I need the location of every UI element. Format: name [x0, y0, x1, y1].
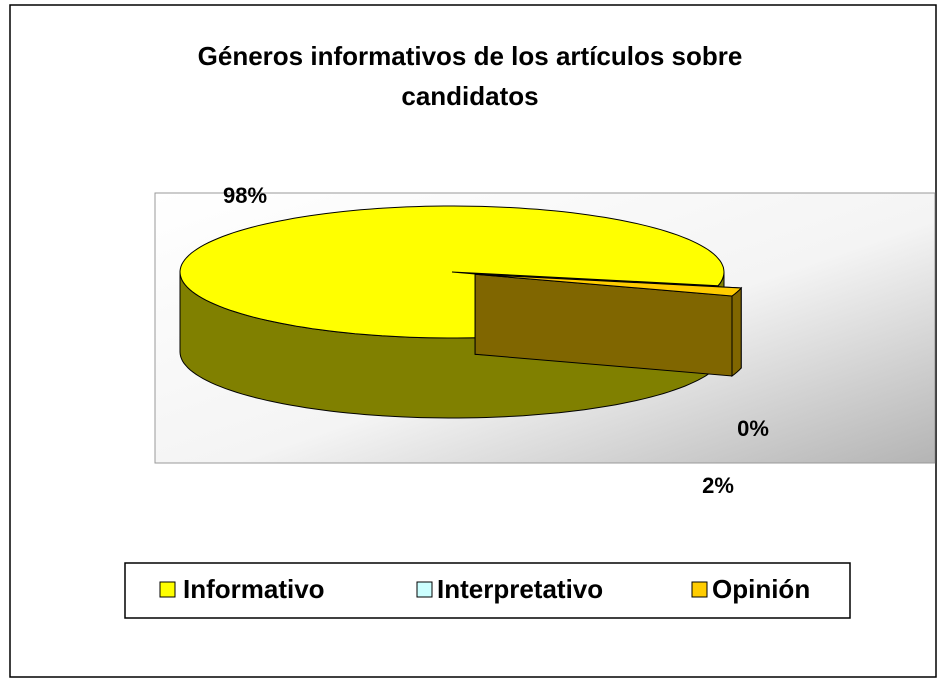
- data-label: 98%: [223, 183, 267, 208]
- legend-label: Informativo: [183, 574, 325, 604]
- pie: [179, 205, 743, 419]
- legend-label: Interpretativo: [437, 574, 603, 604]
- data-label: 0%: [737, 416, 769, 441]
- legend-label: Opinión: [712, 574, 810, 604]
- legend-marker: [691, 581, 708, 598]
- legend-box: [124, 562, 851, 619]
- data-label: 2%: [702, 473, 734, 498]
- slice-side: [731, 286, 742, 377]
- legend-marker: [416, 581, 433, 598]
- chart-title: Géneros informativos de los artículos so…: [197, 41, 743, 111]
- slice-top: [475, 273, 743, 297]
- legend-marker: [159, 581, 176, 598]
- slice: [474, 273, 743, 377]
